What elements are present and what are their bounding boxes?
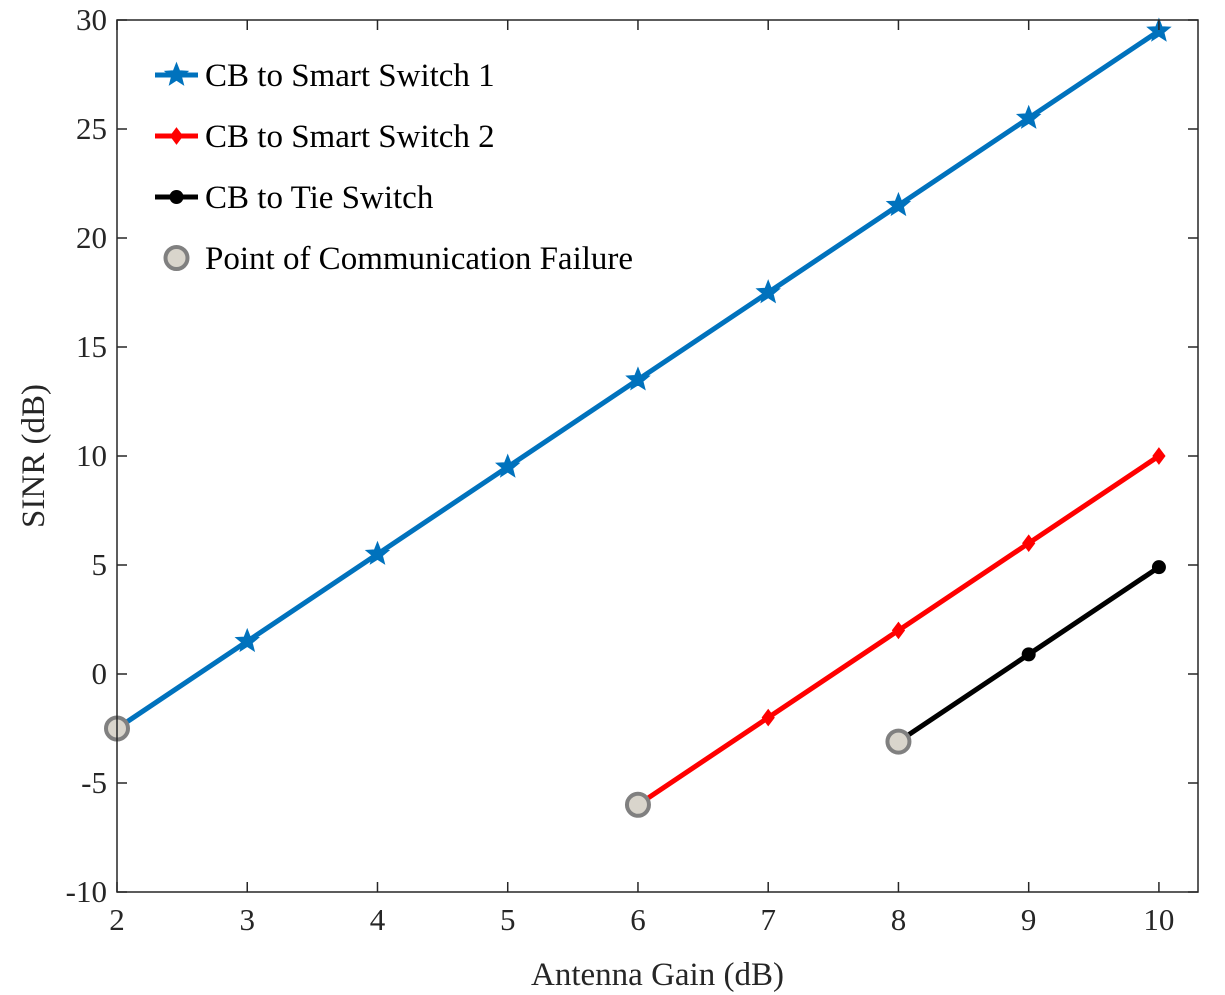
data-point — [364, 540, 391, 565]
data-point — [885, 191, 912, 217]
legend-marker — [169, 190, 184, 204]
legend: CB to Smart Switch 1 CB to Smart Switch 2… — [155, 58, 633, 277]
x-tick-label: 6 — [630, 902, 646, 937]
data-point — [1152, 447, 1166, 465]
y-tick-label: 15 — [76, 329, 107, 364]
y-tick-label: 5 — [92, 547, 108, 582]
legend-marker — [163, 61, 190, 86]
x-tick-label: 3 — [239, 902, 255, 937]
legend-entry-1: CB to Smart Switch 1 — [155, 58, 495, 94]
y-axis-title: SINR (dB) — [16, 384, 52, 528]
legend-label: CB to Smart Switch 2 — [205, 119, 495, 155]
y-tick-label: -5 — [81, 765, 107, 800]
legend-marker — [169, 127, 184, 145]
y-tick-label: 20 — [76, 220, 107, 255]
plot-area — [104, 17, 1172, 818]
y-tick-label: 10 — [76, 438, 107, 473]
x-tick-label: 2 — [109, 902, 125, 937]
y-tick-label: 30 — [76, 2, 107, 37]
legend-marker — [163, 245, 190, 271]
x-tick-label: 7 — [760, 902, 776, 937]
legend-entry-2: CB to Smart Switch 2 — [155, 119, 495, 155]
y-tick-label: 25 — [76, 111, 107, 146]
x-tick-label: 8 — [891, 902, 907, 937]
legend-label: CB to Tie Switch — [205, 180, 434, 216]
failure-point — [885, 728, 912, 755]
data-point — [1021, 647, 1036, 662]
x-axis-title: Antenna Gain (dB) — [531, 957, 784, 993]
x-tick-label: 5 — [500, 902, 516, 937]
series-2 — [636, 447, 1166, 807]
data-point — [234, 627, 260, 653]
legend-label: Point of Communication Failure — [205, 241, 633, 277]
x-tick-label: 10 — [1143, 902, 1174, 937]
series-1 — [115, 17, 1172, 731]
data-point — [761, 708, 775, 727]
legend-label: CB to Smart Switch 1 — [205, 58, 495, 94]
y-tick-label: 0 — [92, 656, 108, 691]
data-point — [1022, 534, 1036, 553]
data-point — [1015, 104, 1042, 129]
y-tick-label: -10 — [66, 874, 107, 909]
x-tick-label: 4 — [370, 902, 386, 937]
failure-points — [104, 715, 912, 818]
data-point — [1151, 560, 1166, 575]
data-point — [625, 366, 651, 391]
data-point — [755, 279, 781, 304]
series-3 — [897, 560, 1166, 744]
data-point — [495, 453, 521, 478]
x-tick-label: 9 — [1021, 902, 1037, 937]
axes: 2 3 4 5 6 7 8 9 10 -10 -5 0 5 10 15 20 25 30 — [66, 2, 1198, 937]
failure-point — [624, 791, 651, 818]
legend-entry-3: CB to Tie Switch — [155, 180, 434, 216]
data-point — [891, 621, 906, 640]
legend-entry-failure: Point of Communication Failure — [163, 241, 633, 277]
